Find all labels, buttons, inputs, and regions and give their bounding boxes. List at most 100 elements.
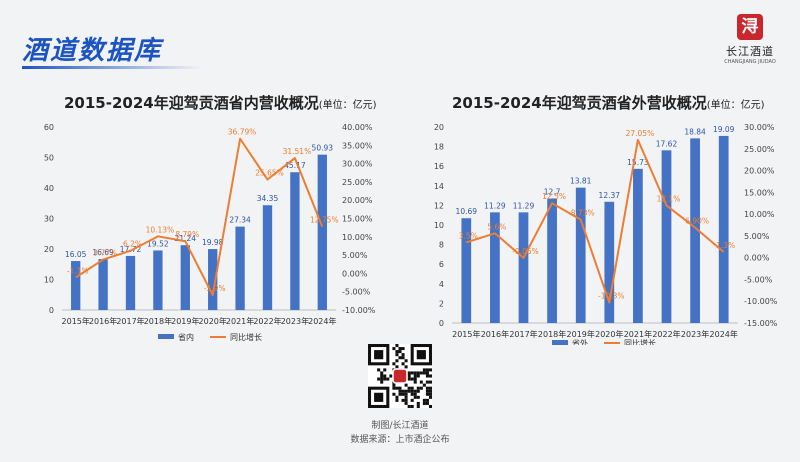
legend-bar-swatch xyxy=(552,340,568,345)
y-left-tick-label: 14 xyxy=(434,182,444,191)
bar xyxy=(518,212,529,323)
qr-code xyxy=(368,344,432,408)
line-value-label: 27.05% xyxy=(626,129,655,138)
growth-line xyxy=(75,137,324,296)
y-right-tick-label: 25.00% xyxy=(342,178,373,187)
y-left-tick-label: 20 xyxy=(434,123,444,132)
bar-value-label: 16.69 xyxy=(92,248,114,257)
bar xyxy=(180,245,190,310)
line-value-label: -5.9% xyxy=(204,284,226,293)
logo-english-name: CHANGJIANG JIUDAO xyxy=(724,59,776,65)
line-value-label: 1.3% xyxy=(716,241,735,250)
chart-external: 0 2 4 6 8 10 12 14 16 18 20 -15.00% -10.00% -5.00% 0.0… xyxy=(434,123,778,345)
y-left-tick-label: 18 xyxy=(434,143,444,152)
y-left-tick-label: 6 xyxy=(439,260,444,269)
brand-underline xyxy=(22,66,202,69)
y-left-tick-label: 60 xyxy=(44,123,54,132)
bar-value-label: 11.29 xyxy=(513,201,535,210)
y-right-tick-label: -10.00% xyxy=(744,297,778,306)
x-tick-label: 2021年 xyxy=(624,329,652,339)
bar xyxy=(235,226,245,310)
bar-value-label: 15.73 xyxy=(627,158,649,167)
y-right-tick-label: 20.00% xyxy=(744,167,775,176)
x-tick-label: 2018年 xyxy=(144,316,172,326)
bar xyxy=(490,212,500,323)
line-value-label: -10.3% xyxy=(598,292,625,301)
y-left-tick-label: 0 xyxy=(49,306,54,315)
bar-value-label: 50.93 xyxy=(312,144,334,153)
line-value-label: 3.5% xyxy=(459,231,478,240)
line-value-label: 12.5% xyxy=(542,192,566,201)
chart-domestic: 0 10 20 30 40 50 60 -10.00% -5.00% 0.00% 5.00% 10.0… xyxy=(44,123,376,342)
chart-title-domestic: 2015-2024年迎驾贡酒省内营收概况(单位：亿元) xyxy=(64,94,377,112)
bar xyxy=(461,218,472,323)
line-value-label: 12.1% xyxy=(657,194,681,203)
y-left-tick-label: 16 xyxy=(434,162,444,171)
footer-made-by: 制图/长江酒道 xyxy=(371,421,429,431)
y-right-tick-label: 15.00% xyxy=(342,215,373,224)
bar xyxy=(718,135,729,323)
bar xyxy=(547,198,557,323)
bar-value-label: 19.98 xyxy=(202,238,224,247)
x-tick-label: 2017年 xyxy=(116,316,144,326)
x-tick-label: 2016年 xyxy=(481,329,509,339)
line-value-label: 3.77% xyxy=(93,249,117,258)
y-left-tick-label: 8 xyxy=(439,241,444,250)
x-tick-label: 2016年 xyxy=(89,316,117,326)
x-tick-label: 2020年 xyxy=(595,329,623,339)
y-right-tick-label: 10.00% xyxy=(342,233,373,242)
x-tick-label: 2019年 xyxy=(171,316,199,326)
legend-bar-label: 省内 xyxy=(178,332,194,342)
bar xyxy=(290,172,300,310)
footer-data-source: 数据来源：上市酒企公布 xyxy=(350,435,450,445)
bar-value-label: 21.24 xyxy=(175,234,197,243)
y-right-tick-label: 35.00% xyxy=(342,141,373,150)
x-tick-label: 2015年 xyxy=(452,329,480,339)
bar xyxy=(98,259,108,310)
x-tick-label: 2015年 xyxy=(62,316,90,326)
y-right-tick-label: 25.00% xyxy=(744,145,775,154)
line-value-label: 25.65% xyxy=(255,169,284,178)
y-right-tick-label: 0.00% xyxy=(744,254,770,263)
bar xyxy=(71,261,81,310)
bar-value-label: 18.84 xyxy=(684,127,706,136)
x-tick-label: 2024年 xyxy=(308,316,336,326)
bar xyxy=(690,138,700,323)
line-value-label: 8.79% xyxy=(175,230,199,239)
y-left-tick-label: 30 xyxy=(44,215,54,224)
y-left-tick-label: 10 xyxy=(434,221,444,230)
y-right-tick-label: 30.00% xyxy=(744,123,775,132)
line-value-label: 10.13% xyxy=(146,225,175,234)
chart-title-external: 2015-2024年迎驾贡酒省外营收概况(单位：亿元) xyxy=(452,94,765,112)
growth-line xyxy=(465,138,725,304)
y-left-tick-label: 50 xyxy=(44,154,54,163)
line-value-label: 6.90% xyxy=(685,217,709,226)
bar-value-label: 13.81 xyxy=(570,177,592,186)
y-right-tick-label: -5.00% xyxy=(744,275,773,284)
y-left-tick-label: 10 xyxy=(44,276,54,285)
bar xyxy=(575,187,586,323)
x-tick-label: 2021年 xyxy=(226,316,254,326)
x-tick-label: 2023年 xyxy=(681,329,709,339)
y-left-tick-label: 12 xyxy=(434,201,444,210)
bar-value-label: 27.34 xyxy=(229,216,251,225)
bar-value-label: 17.72 xyxy=(120,245,142,254)
x-tick-label: 2022年 xyxy=(652,329,680,339)
logo-name: 长江酒道 xyxy=(726,45,774,58)
y-right-tick-label: 0.00% xyxy=(342,269,368,278)
bar-value-label: 17.62 xyxy=(656,139,678,148)
bar xyxy=(633,168,643,323)
y-right-tick-label: 10.00% xyxy=(744,210,775,219)
legend-bar-swatch xyxy=(158,334,174,339)
y-right-tick-label: 5.00% xyxy=(342,251,368,260)
bar xyxy=(317,154,327,310)
bar-value-label: 12.37 xyxy=(599,191,621,200)
bar xyxy=(661,150,672,323)
bar xyxy=(604,201,615,323)
logo-seal-icon: 浔 xyxy=(737,14,763,40)
bar-value-label: 34.35 xyxy=(257,194,279,203)
bar xyxy=(125,255,136,310)
bar-value-label: 45.17 xyxy=(284,161,306,170)
bar xyxy=(153,250,163,310)
y-right-tick-label: 40.00% xyxy=(342,123,373,132)
